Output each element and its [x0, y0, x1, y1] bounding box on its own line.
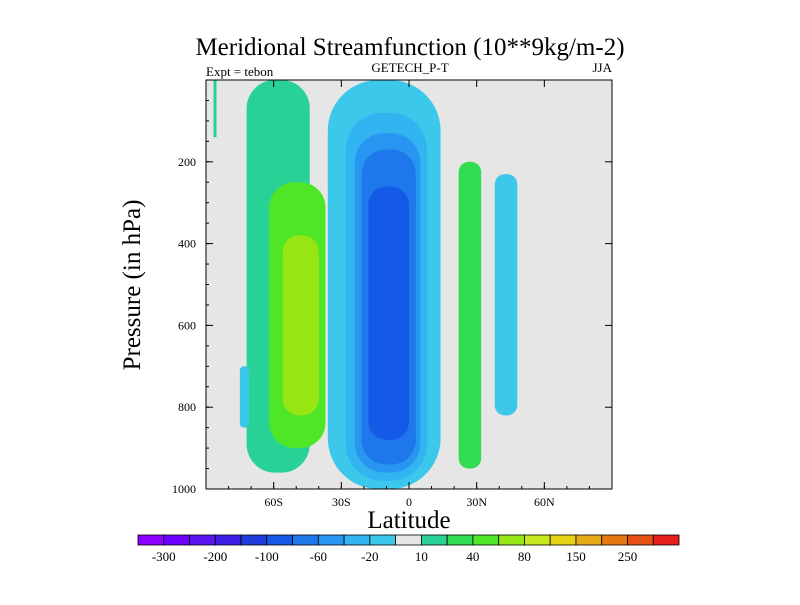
- colorbar-box: [343, 534, 371, 546]
- x-tick-label: 0: [406, 495, 412, 509]
- y-tick-label: 400: [178, 237, 196, 251]
- contour-hadley-core: [368, 186, 409, 440]
- contour-top-strip: [213, 80, 217, 138]
- colorbar-box: [189, 534, 216, 546]
- colorbar-box: [137, 534, 165, 546]
- colorbar-box: [549, 534, 577, 546]
- colorbar-box: [652, 534, 680, 546]
- x-axis-label: Latitude: [367, 507, 450, 534]
- y-tick-label: 800: [178, 400, 196, 414]
- colorbar-box: [163, 534, 190, 546]
- colorbar-box: [627, 534, 654, 546]
- colorbar-box: [292, 534, 319, 546]
- colorbar-box: [369, 534, 397, 546]
- colorbar-box: [498, 534, 525, 546]
- colorbar-label: -60: [310, 549, 327, 564]
- colorbar-label: -300: [152, 549, 176, 564]
- colorbar-label: -200: [203, 549, 227, 564]
- colorbar-box: [524, 534, 551, 546]
- contour-sh-small-cell: [239, 366, 249, 428]
- y-tick-label: 200: [178, 155, 196, 169]
- colorbar-label: 40: [466, 549, 479, 564]
- y-tick-label: 600: [178, 318, 196, 332]
- y-tick-label: 1000: [172, 482, 196, 496]
- colorbar-label: 150: [566, 549, 586, 564]
- colorbar-box: [601, 534, 628, 546]
- colorbar-label: -20: [361, 549, 378, 564]
- contour-nh-polar-cell: [494, 174, 518, 416]
- colorbar-box: [575, 534, 603, 546]
- y-axis: 200 400 600 800 1000: [172, 79, 612, 496]
- colorbar-box: [420, 534, 448, 546]
- x-tick-label: 30S: [332, 495, 351, 509]
- x-tick-label: 60S: [264, 495, 283, 509]
- colorbar-box: [240, 534, 268, 546]
- colorbar-box: [446, 534, 474, 546]
- colorbar-box: [317, 534, 345, 546]
- colorbar-box: [214, 534, 242, 546]
- x-tick-label: 60N: [534, 495, 555, 509]
- colorbar-box: [472, 534, 500, 546]
- x-tick-label: 30N: [466, 495, 487, 509]
- center-string: GETECH_P-T: [371, 60, 448, 75]
- colorbar-box: [395, 534, 422, 546]
- colorbar-label: 250: [618, 549, 638, 564]
- colorbar-label: 10: [415, 549, 428, 564]
- colorbar-label: -100: [255, 549, 279, 564]
- colorbar: -300 -200 -100 -60 -20 10 40 80 150 250: [137, 534, 680, 564]
- contour-sh-ferrel-core: [282, 235, 319, 416]
- colorbar-box: [266, 534, 293, 546]
- colorbar-label: 80: [518, 549, 531, 564]
- right-string: JJA: [592, 60, 612, 75]
- x-axis: 60S 30S 0 30N 60N: [205, 80, 613, 509]
- y-axis-label: Pressure (in hPa): [119, 200, 146, 371]
- chart-title: Meridional Streamfunction (10**9kg/m-2): [195, 34, 624, 61]
- contour-nh-ferrel-core: [467, 214, 477, 391]
- contour-layer: [213, 80, 518, 489]
- left-string: Expt = tebon: [206, 64, 274, 79]
